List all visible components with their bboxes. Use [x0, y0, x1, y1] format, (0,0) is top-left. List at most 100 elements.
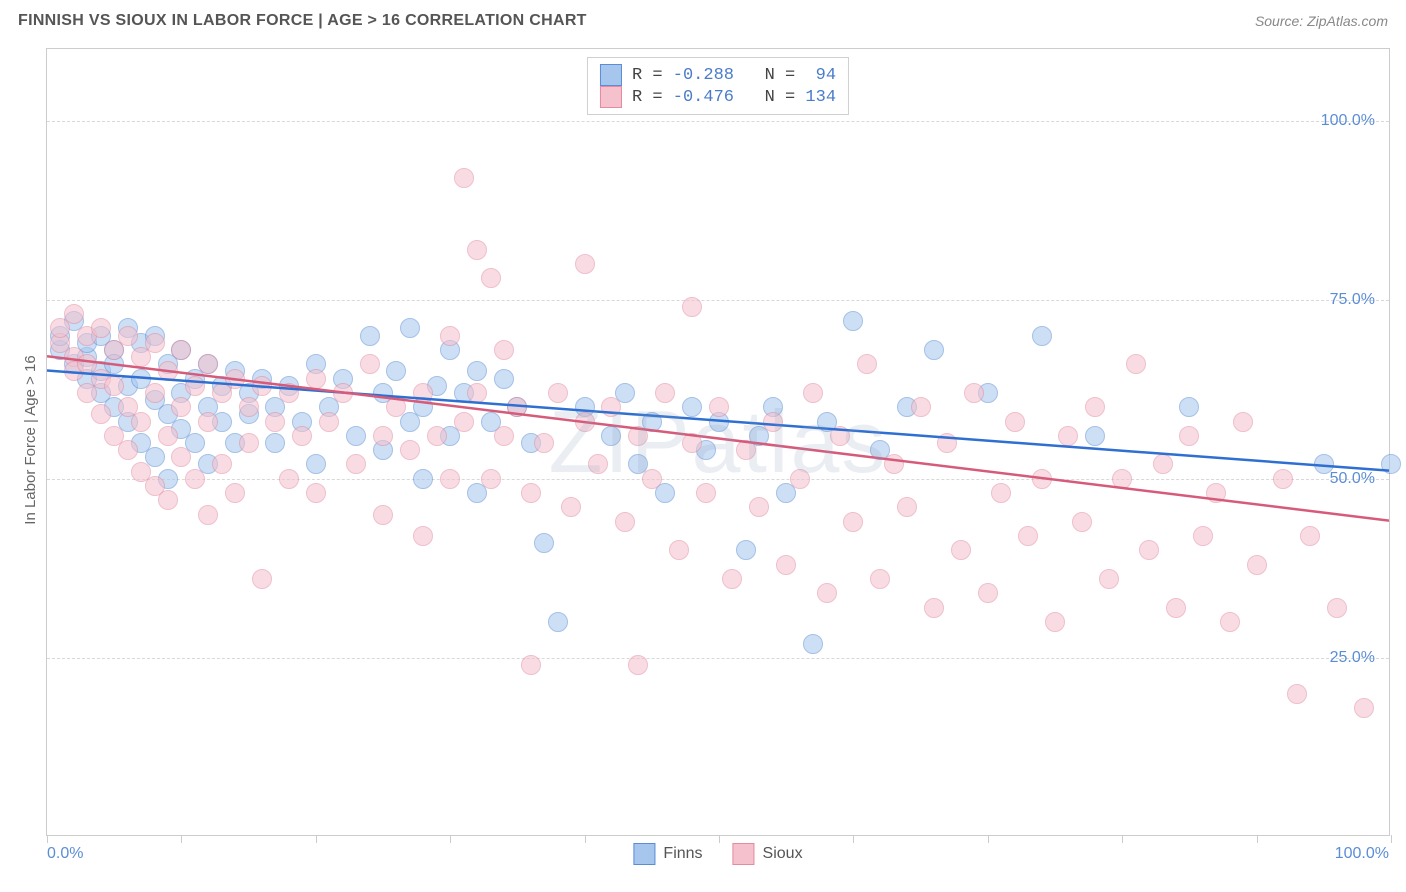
scatter-point [145, 383, 165, 403]
x-axis-start-label: 0.0% [47, 845, 83, 863]
scatter-point [239, 433, 259, 453]
scatter-point [225, 369, 245, 389]
scatter-point [265, 433, 285, 453]
scatter-point [669, 540, 689, 560]
legend-stats: R = -0.476 N = 134 [632, 88, 836, 107]
scatter-point [884, 454, 904, 474]
scatter-point [440, 326, 460, 346]
scatter-point [306, 369, 326, 389]
scatter-point [198, 412, 218, 432]
scatter-point [373, 426, 393, 446]
scatter-point [951, 540, 971, 560]
scatter-point [521, 483, 541, 503]
scatter-point [104, 376, 124, 396]
scatter-point [696, 483, 716, 503]
scatter-point [171, 340, 191, 360]
scatter-point [252, 569, 272, 589]
scatter-point [857, 354, 877, 374]
scatter-point [937, 433, 957, 453]
scatter-point [1287, 684, 1307, 704]
x-tick [316, 835, 317, 843]
scatter-point [171, 397, 191, 417]
scatter-point [1247, 555, 1267, 575]
scatter-point [507, 397, 527, 417]
chart-title: FINNISH VS SIOUX IN LABOR FORCE | AGE > … [18, 12, 587, 30]
scatter-point [575, 254, 595, 274]
y-tick-label: 75.0% [1330, 291, 1375, 309]
scatter-point [454, 412, 474, 432]
x-tick [450, 835, 451, 843]
scatter-point [494, 426, 514, 446]
scatter-point [158, 361, 178, 381]
scatter-point [1018, 526, 1038, 546]
scatter-point [843, 311, 863, 331]
scatter-point [830, 426, 850, 446]
scatter-point [1005, 412, 1025, 432]
scatter-point [1072, 512, 1092, 532]
x-tick [1391, 835, 1392, 843]
scatter-point [1126, 354, 1146, 374]
scatter-point [736, 540, 756, 560]
scatter-point [64, 304, 84, 324]
scatter-point [306, 483, 326, 503]
scatter-point [400, 440, 420, 460]
gridline [47, 121, 1389, 122]
scatter-point [1354, 698, 1374, 718]
scatter-point [1032, 326, 1052, 346]
scatter-point [736, 440, 756, 460]
scatter-point [534, 433, 554, 453]
scatter-point [467, 361, 487, 381]
scatter-point [521, 655, 541, 675]
scatter-point [615, 512, 635, 532]
scatter-point [588, 454, 608, 474]
scatter-point [548, 383, 568, 403]
scatter-point [386, 361, 406, 381]
scatter-point [1327, 598, 1347, 618]
scatter-point [252, 376, 272, 396]
scatter-point [292, 426, 312, 446]
scatter-point [481, 268, 501, 288]
scatter-point [131, 412, 151, 432]
scatter-point [386, 397, 406, 417]
scatter-point [91, 318, 111, 338]
scatter-point [1085, 397, 1105, 417]
scatter-point [776, 555, 796, 575]
legend-label: Finns [663, 845, 702, 863]
scatter-point [118, 326, 138, 346]
scatter-point [655, 383, 675, 403]
scatter-point [467, 240, 487, 260]
legend-swatch [600, 64, 622, 86]
scatter-point [306, 454, 326, 474]
legend-row: R = -0.288 N = 94 [600, 64, 836, 86]
scatter-point [1273, 469, 1293, 489]
scatter-point [1058, 426, 1078, 446]
x-tick [719, 835, 720, 843]
scatter-point [481, 469, 501, 489]
scatter-point [1300, 526, 1320, 546]
scatter-point [1032, 469, 1052, 489]
scatter-point [467, 383, 487, 403]
y-axis-title: In Labor Force | Age > 16 [22, 355, 39, 524]
gridline [47, 658, 1389, 659]
scatter-point [682, 433, 702, 453]
scatter-point [212, 454, 232, 474]
scatter-point [118, 440, 138, 460]
scatter-point [709, 397, 729, 417]
scatter-point [265, 412, 285, 432]
scatter-point [440, 469, 460, 489]
scatter-point [682, 297, 702, 317]
x-tick [1257, 835, 1258, 843]
x-tick [853, 835, 854, 843]
scatter-point [279, 383, 299, 403]
scatter-point [911, 397, 931, 417]
scatter-point [991, 483, 1011, 503]
legend-swatch [600, 86, 622, 108]
scatter-point [454, 168, 474, 188]
scatter-point [158, 426, 178, 446]
gridline [47, 479, 1389, 480]
scatter-point [749, 497, 769, 517]
scatter-point [1166, 598, 1186, 618]
scatter-point [790, 469, 810, 489]
scatter-point [964, 383, 984, 403]
legend-label: Sioux [763, 845, 803, 863]
